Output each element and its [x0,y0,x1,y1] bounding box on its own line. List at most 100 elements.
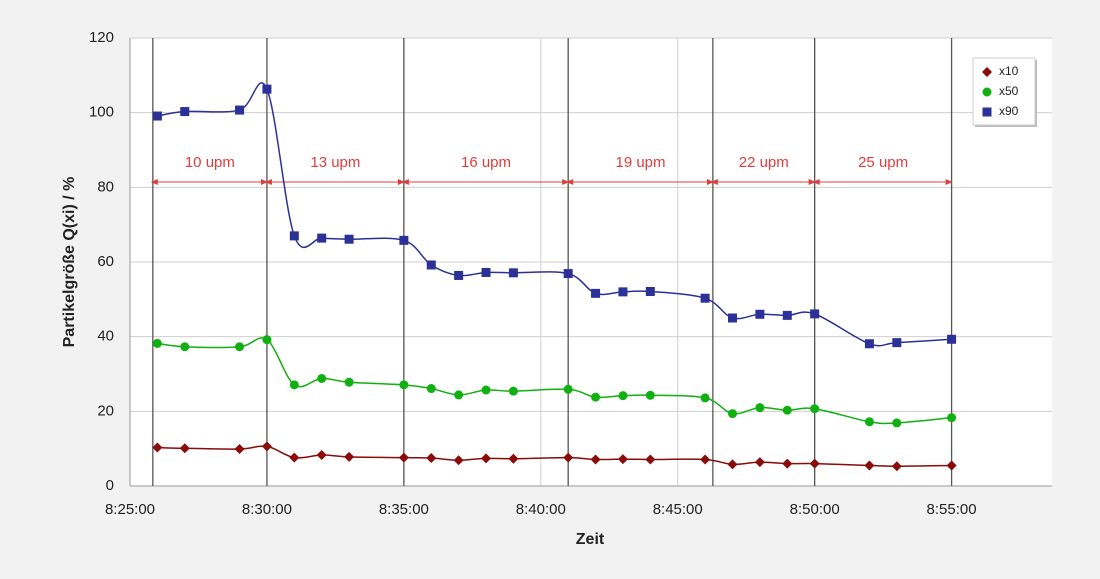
point [782,310,792,320]
point [754,457,765,468]
point [947,413,957,423]
point [262,84,272,94]
point [645,454,656,465]
point [947,334,957,344]
point [398,452,409,463]
point [700,393,710,403]
point [454,390,464,400]
point [508,453,519,464]
point [426,453,437,463]
point [864,339,874,349]
point [180,107,190,117]
point [481,453,492,464]
point [591,392,601,402]
region-label: 19 upm [615,154,665,171]
point [782,405,792,415]
point [426,260,436,270]
point [453,455,464,466]
point [399,380,409,390]
x-tick-label: 8:40:00 [516,501,566,518]
point [289,452,300,463]
point [617,454,628,465]
point [317,233,327,243]
point [810,404,820,414]
point [864,417,874,427]
point [700,293,710,303]
point [262,335,272,345]
point [289,380,299,390]
point [261,441,272,452]
y-tick-label: 60 [97,253,114,270]
point [563,269,573,279]
point [426,384,436,394]
y-tick-label: 100 [89,104,114,121]
point [235,105,245,115]
point [344,377,354,387]
point [864,460,875,471]
point [179,443,190,454]
y-tick-label: 40 [97,328,114,345]
point [152,442,163,453]
point [755,403,765,413]
x-tick-label: 8:50:00 [790,501,840,518]
region-label: 22 upm [739,154,789,171]
point [810,309,820,319]
point [152,111,162,121]
region-label: 25 upm [858,154,908,171]
x-axis-title: Zeit [576,531,605,548]
point [892,338,902,348]
point [892,418,902,428]
point [563,384,573,394]
point [481,267,491,277]
legend-marker [982,87,992,97]
y-axis-title: Partikelgröße Q(xi) / % [61,177,78,348]
point [180,342,190,352]
point [289,231,299,241]
point [399,235,409,245]
legend-label: x90 [999,104,1019,118]
point [618,391,628,401]
point [316,450,327,461]
y-tick-label: 0 [106,477,114,494]
point [454,270,464,280]
point [563,452,574,463]
legend-marker [982,67,992,77]
x-tick-label: 8:45:00 [653,501,703,518]
y-tick-label: 80 [97,178,114,195]
point [727,409,737,419]
region-label: 16 upm [461,154,511,171]
point [152,338,162,348]
point [508,268,518,278]
y-tick-label: 20 [97,402,114,419]
legend-label: x50 [999,84,1019,98]
point [700,454,711,465]
point [727,313,737,323]
point [317,373,327,383]
x-tick-label: 8:55:00 [927,501,977,518]
point [782,458,793,469]
legend-label: x10 [999,64,1019,78]
x-tick-label: 8:35:00 [379,501,429,518]
x-tick-label: 8:30:00 [242,501,292,518]
point [809,458,820,469]
point [645,390,655,400]
point [590,454,601,465]
point [755,309,765,319]
point [618,287,628,297]
point [727,459,738,470]
point [591,288,601,298]
point [891,461,902,472]
point [234,444,245,455]
y-tick-label: 120 [89,29,114,46]
x-tick-label: 8:25:00 [105,501,155,518]
legend-marker [982,107,992,117]
point [645,286,655,296]
region-label: 10 upm [185,154,235,171]
region-label: 13 upm [310,154,360,171]
point [946,460,957,471]
point [344,234,354,244]
point [481,385,491,395]
point [235,342,245,352]
point [344,451,355,462]
